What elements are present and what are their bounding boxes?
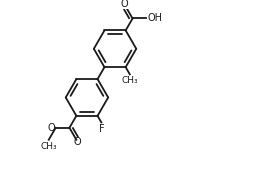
- Text: O: O: [47, 123, 55, 133]
- Text: CH₃: CH₃: [122, 76, 138, 85]
- Text: OH: OH: [148, 13, 163, 24]
- Text: O: O: [121, 0, 128, 9]
- Text: CH₃: CH₃: [41, 142, 57, 151]
- Text: O: O: [74, 136, 81, 147]
- Text: F: F: [99, 124, 104, 134]
